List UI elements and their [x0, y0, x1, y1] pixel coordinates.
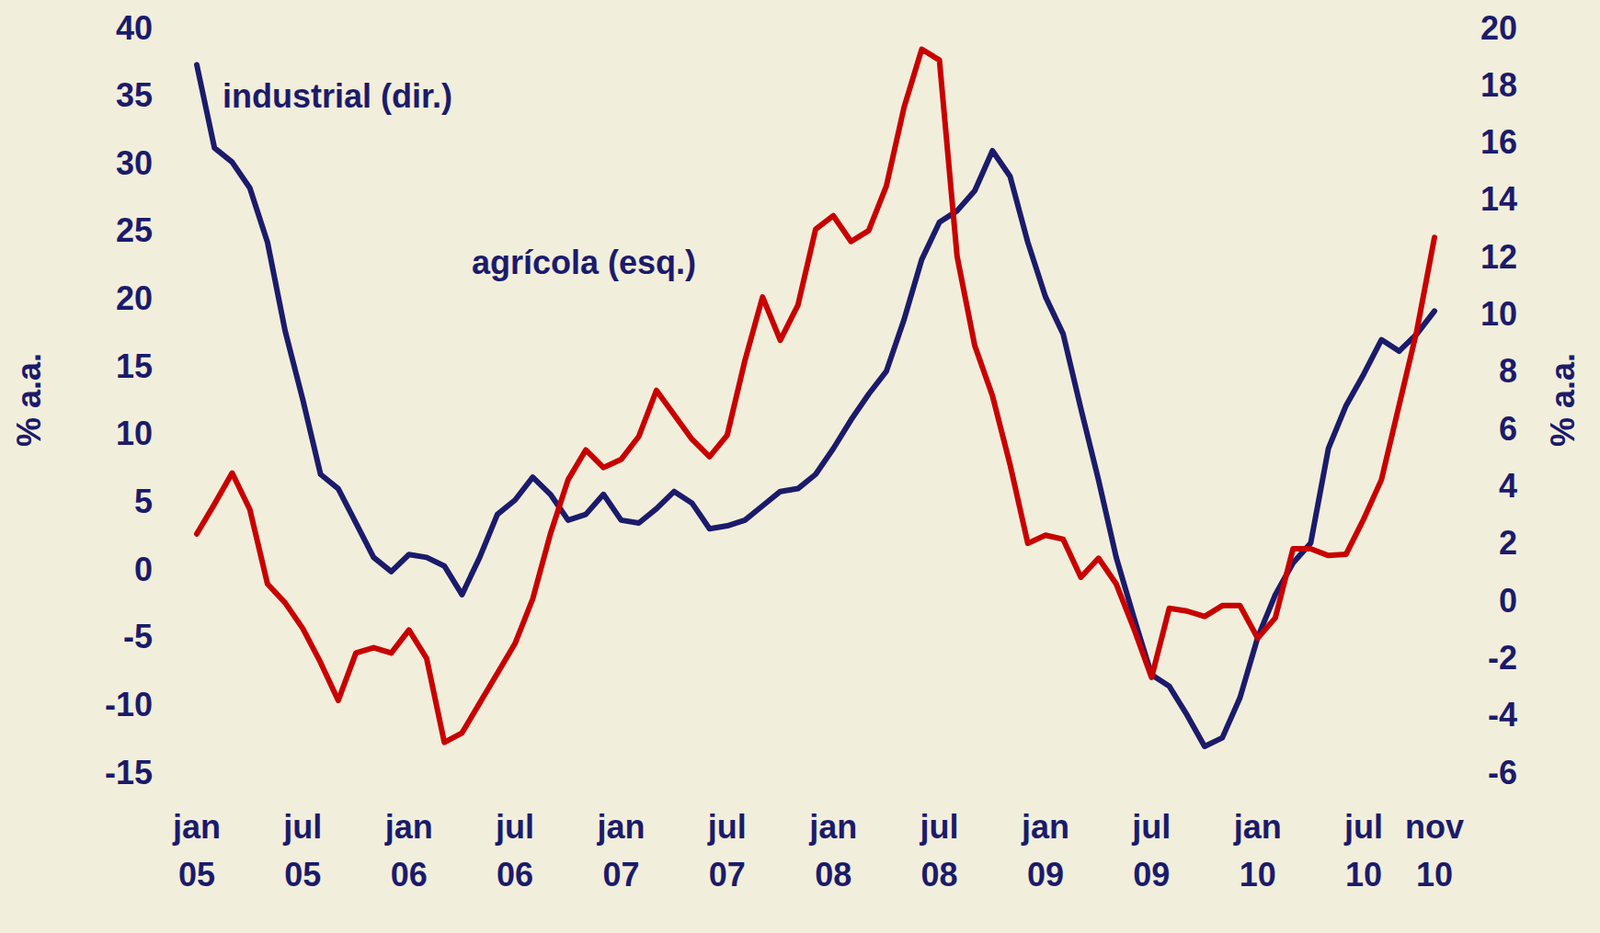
y2-tick-label: -2 — [1487, 639, 1518, 677]
x-tick-label: jan09 — [1020, 808, 1070, 894]
x-tick-label: jan08 — [808, 808, 858, 894]
y-tick-label: 0 — [134, 550, 153, 589]
x-tick-label: jul10 — [1343, 808, 1383, 894]
y2-tick-label: 18 — [1480, 66, 1518, 104]
chart: -15 -10 -5 0 5 10 15 20 25 30 35 40 -6 -4 -2 0 2 4 6 8 10 12 1… — [0, 0, 1600, 933]
y2-tick-label: 4 — [1498, 467, 1518, 505]
series-line — [196, 65, 1435, 747]
y-tick-label: -5 — [123, 617, 153, 656]
y2-tick-label: 0 — [1498, 582, 1518, 620]
y-tick-label: -15 — [104, 754, 153, 792]
y2-axis-title: % a.a. — [1543, 353, 1582, 447]
series-line — [196, 49, 1435, 743]
series-label: industrial (dir.) — [222, 77, 453, 115]
x-tick-label: jan06 — [384, 808, 434, 894]
y-tick-label: 15 — [115, 347, 153, 386]
y-tick-label: 35 — [115, 76, 153, 115]
x-tick-label: jul09 — [1131, 808, 1171, 894]
series-label: agrícola (esq.) — [471, 243, 697, 282]
y-axis-title: % a.a. — [10, 353, 48, 447]
plot-area — [196, 49, 1435, 747]
y2-tick-label: 2 — [1498, 524, 1518, 562]
y-tick-label: 20 — [115, 279, 153, 318]
y-tick-label: 10 — [115, 414, 153, 453]
x-tick-label: jan05 — [171, 808, 221, 894]
x-tick-label: jul08 — [919, 808, 960, 894]
x-tick-label: jan07 — [595, 808, 645, 894]
y2-tick-label: 6 — [1498, 410, 1518, 448]
x-tick-label: jul07 — [707, 808, 747, 894]
y2-tick-label: 14 — [1480, 180, 1518, 218]
x-tick-label: jul06 — [494, 808, 535, 894]
y-tick-label: 25 — [115, 211, 153, 250]
y2-tick-label: -4 — [1487, 696, 1518, 734]
y-tick-label: 30 — [115, 144, 153, 183]
y-tick-label: -10 — [104, 685, 153, 724]
x-tick-label: jul05 — [282, 808, 322, 894]
y-tick-label: 40 — [115, 9, 153, 47]
y2-tick-label: 20 — [1480, 9, 1518, 47]
y2-tick-label: 16 — [1480, 123, 1518, 161]
background — [0, 0, 1600, 933]
x-tick-label: jan10 — [1233, 808, 1282, 894]
y2-tick-label: -6 — [1487, 754, 1518, 792]
x-tick-label: nov10 — [1405, 808, 1464, 894]
y2-tick-label: 8 — [1498, 352, 1518, 390]
y2-tick-label: 12 — [1480, 238, 1518, 276]
y2-tick-label: 10 — [1480, 295, 1518, 333]
y-tick-label: 5 — [134, 482, 153, 521]
